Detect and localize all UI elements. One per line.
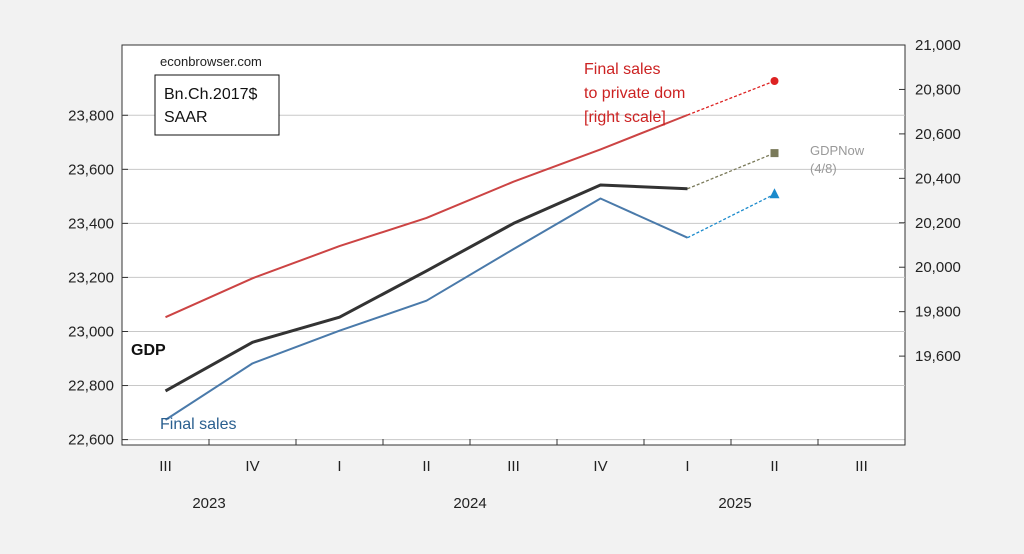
x-tick-label: IV bbox=[593, 458, 607, 475]
x-tick-label: III bbox=[855, 458, 868, 475]
right-tick-label: 20,400 bbox=[915, 170, 961, 187]
fspd-label-line3: [right scale] bbox=[584, 109, 666, 126]
gdp-nowcast-marker bbox=[770, 149, 779, 158]
right-tick-label: 20,200 bbox=[915, 215, 961, 232]
x-tick-label: III bbox=[159, 458, 172, 475]
x-tick-label: II bbox=[770, 458, 778, 475]
units-box bbox=[154, 74, 280, 136]
right-tick-label: 19,800 bbox=[915, 304, 961, 321]
gdp-nowcast-line bbox=[687, 152, 775, 190]
x-tick-label: I bbox=[685, 458, 689, 475]
fspd-label-line1: Final sales bbox=[584, 61, 660, 78]
final-sales-to-private-dom-right-scale-nowcast-marker bbox=[770, 77, 779, 85]
year-label: 2024 bbox=[453, 495, 486, 512]
left-tick-label: 23,400 bbox=[68, 215, 114, 232]
x-tick-label: III bbox=[507, 458, 520, 475]
final-sales-to-private-dom-right-scale-line bbox=[165, 114, 688, 319]
left-tick-label: 22,600 bbox=[68, 432, 114, 449]
left-tick-label: 23,200 bbox=[68, 269, 114, 286]
units-label-line1: Bn.Ch.2017$ bbox=[164, 86, 258, 103]
final-sales-to-private-dom-right-scale-nowcast-line bbox=[687, 80, 775, 116]
x-tick-label: IV bbox=[245, 458, 259, 475]
left-tick-label: 23,800 bbox=[68, 107, 114, 124]
left-tick-label: 22,800 bbox=[68, 378, 114, 395]
left-tick-label: 23,000 bbox=[68, 323, 114, 340]
right-tick-label: 19,600 bbox=[915, 348, 961, 365]
year-label: 2025 bbox=[718, 495, 751, 512]
gdpnow-label-line1: GDPNow bbox=[810, 143, 865, 158]
final-sales-label: Final sales bbox=[160, 416, 236, 433]
gdp-line bbox=[164, 183, 688, 393]
left-y-axis: 22,600 22,800 23,000 23,200 23,400 23,600 23,8… bbox=[68, 107, 128, 449]
x-tick-label: I bbox=[337, 458, 341, 475]
right-tick-label: 20,000 bbox=[915, 259, 961, 276]
series-lines bbox=[164, 77, 780, 421]
left-tick-label: 23,600 bbox=[68, 161, 114, 178]
fspd-label-line2: to private dom bbox=[584, 85, 685, 102]
final-sales-nowcast-line bbox=[687, 193, 775, 239]
right-y-axis: 19,600 19,800 20,000 20,200 20,400 20,600 20,8… bbox=[899, 37, 961, 365]
year-label: 2023 bbox=[192, 495, 225, 512]
x-tick-label: II bbox=[422, 458, 430, 475]
units-label-line2: SAAR bbox=[164, 109, 208, 126]
final-sales-line bbox=[164, 197, 688, 421]
gdp-label: GDP bbox=[131, 342, 166, 359]
right-tick-label: 20,600 bbox=[915, 126, 961, 143]
right-tick-label: 21,000 bbox=[915, 37, 961, 54]
source-label: econbrowser.com bbox=[160, 54, 262, 69]
final-sales-nowcast-marker bbox=[769, 188, 780, 199]
right-tick-label: 20,800 bbox=[915, 81, 961, 98]
gdpnow-label-line2: (4/8) bbox=[810, 161, 837, 176]
